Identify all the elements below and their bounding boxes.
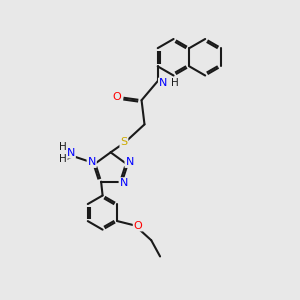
Text: H: H [171,79,179,88]
Text: N: N [67,148,75,158]
Text: O: O [112,92,121,102]
Text: N: N [125,157,134,167]
Text: H: H [59,154,67,164]
Text: O: O [134,220,142,230]
Text: N: N [119,178,128,188]
Text: S: S [120,137,128,147]
Text: H: H [59,142,67,152]
Text: N: N [159,79,167,88]
Text: N: N [88,157,96,167]
